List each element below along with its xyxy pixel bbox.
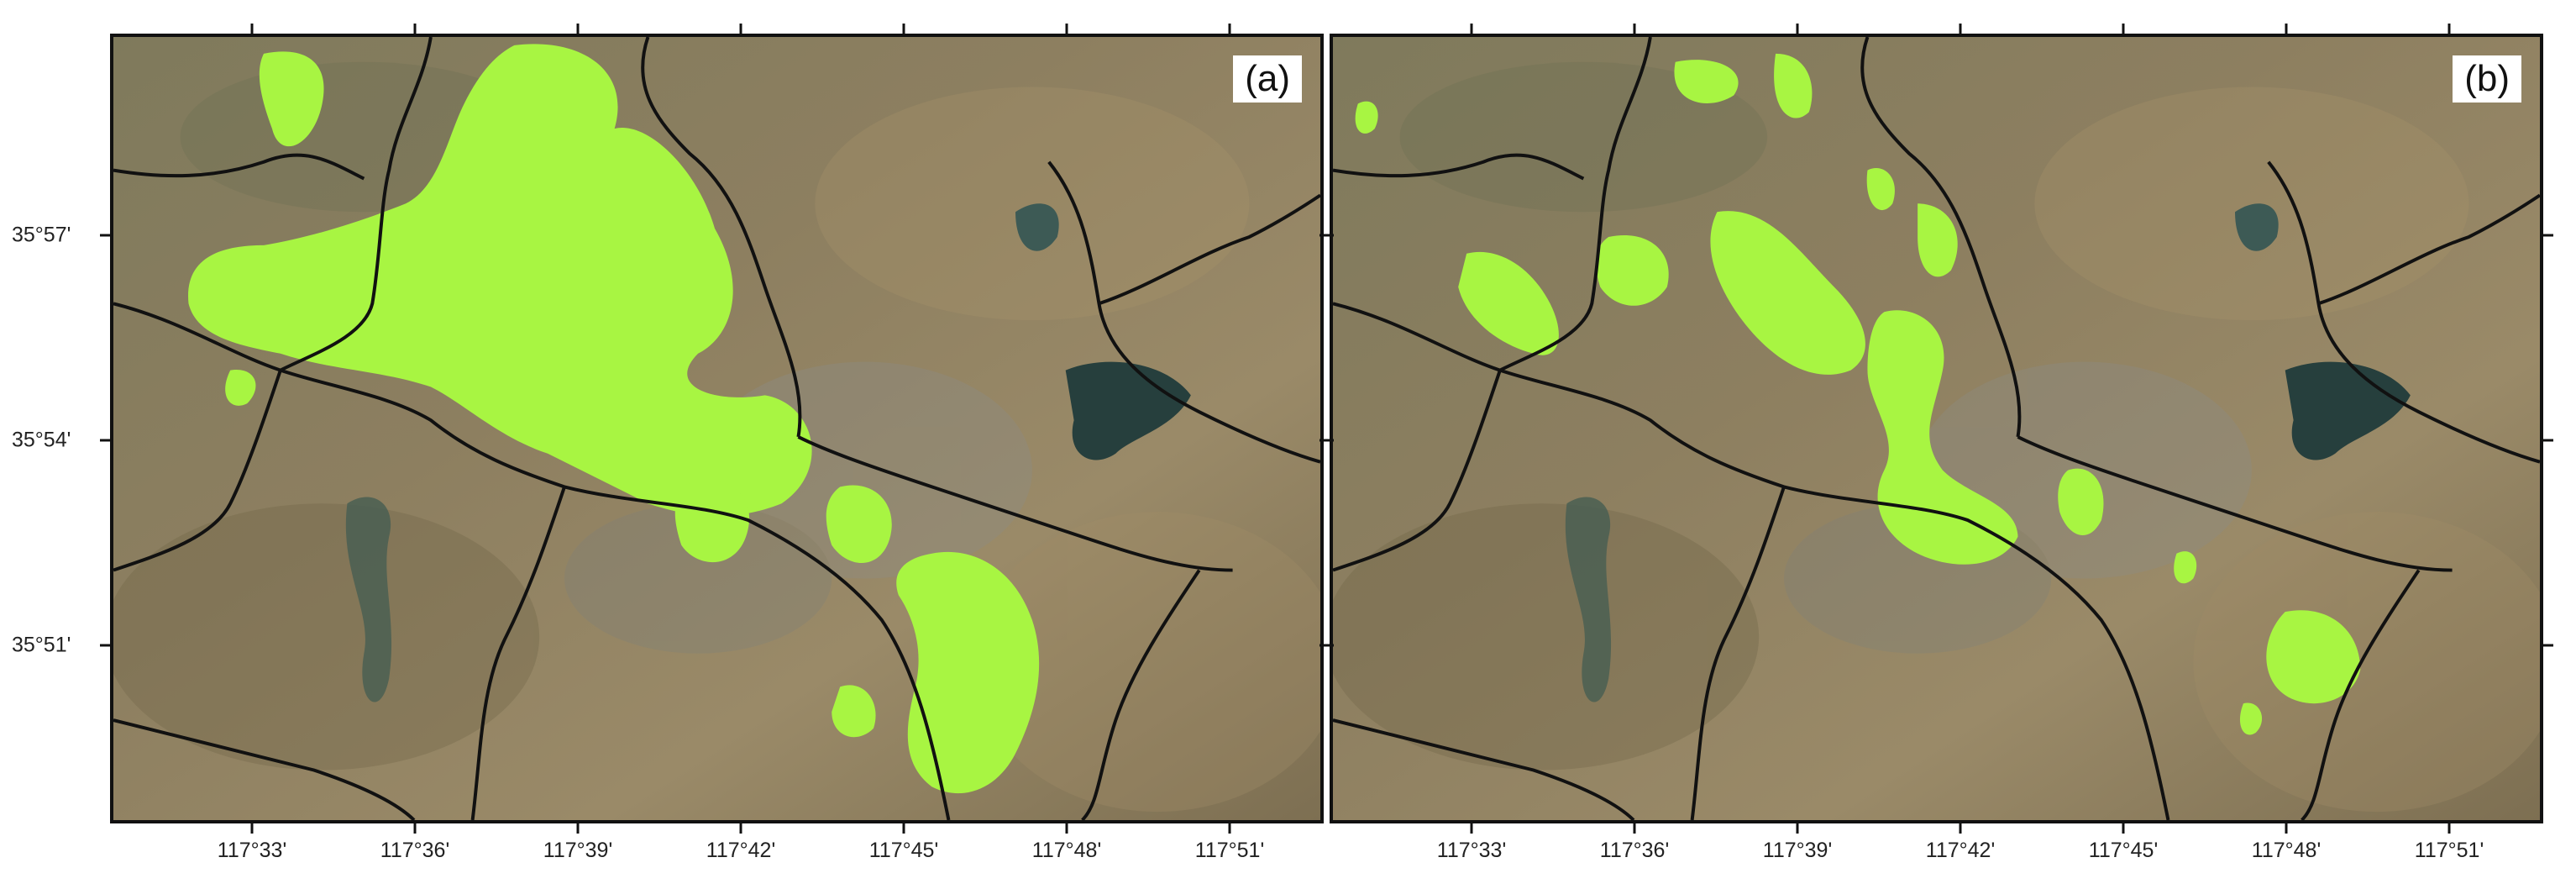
x-tick-label: 117°42' bbox=[706, 839, 776, 862]
admin-boundaries bbox=[113, 37, 1320, 820]
pond-north bbox=[2235, 203, 2279, 251]
admin-boundaries bbox=[1333, 37, 2540, 820]
panel-label: (b) bbox=[2453, 55, 2521, 103]
x-tick-label: 117°39' bbox=[1762, 839, 1833, 862]
x-tick-label: 117°45' bbox=[2088, 839, 2159, 862]
x-tick-label: 117°48' bbox=[1031, 839, 1102, 862]
panel-label: (a) bbox=[1233, 55, 1302, 103]
y-tick-label: 35°54' bbox=[12, 428, 71, 452]
lake-west bbox=[345, 497, 392, 702]
x-tick-label: 117°51' bbox=[1194, 839, 1265, 862]
x-tick-label: 117°51' bbox=[2414, 839, 2484, 862]
satellite-map bbox=[113, 37, 1320, 820]
x-tick-label: 117°36' bbox=[1599, 839, 1670, 862]
x-tick-label: 117°48' bbox=[2251, 839, 2322, 862]
y-tick-label: 35°51' bbox=[12, 633, 71, 657]
pond-north bbox=[1015, 203, 1059, 251]
x-tick-label: 117°45' bbox=[868, 839, 939, 862]
highlight-regions bbox=[1355, 53, 2361, 735]
y-tick-label: 35°57' bbox=[12, 223, 71, 247]
reservoir-east bbox=[2285, 361, 2411, 460]
lake-west bbox=[1565, 497, 1612, 702]
x-tick-label: 117°33' bbox=[1436, 839, 1507, 862]
map-panel-a: (a) bbox=[110, 34, 1324, 823]
x-tick-label: 117°33' bbox=[217, 839, 287, 862]
x-tick-label: 117°36' bbox=[380, 839, 450, 862]
satellite-map bbox=[1333, 37, 2540, 820]
highlight-regions bbox=[188, 44, 1040, 794]
x-tick-label: 117°42' bbox=[1925, 839, 1996, 862]
x-tick-label: 117°39' bbox=[543, 839, 613, 862]
reservoir-east bbox=[1065, 361, 1191, 460]
map-panel-b: (b) bbox=[1330, 34, 2543, 823]
